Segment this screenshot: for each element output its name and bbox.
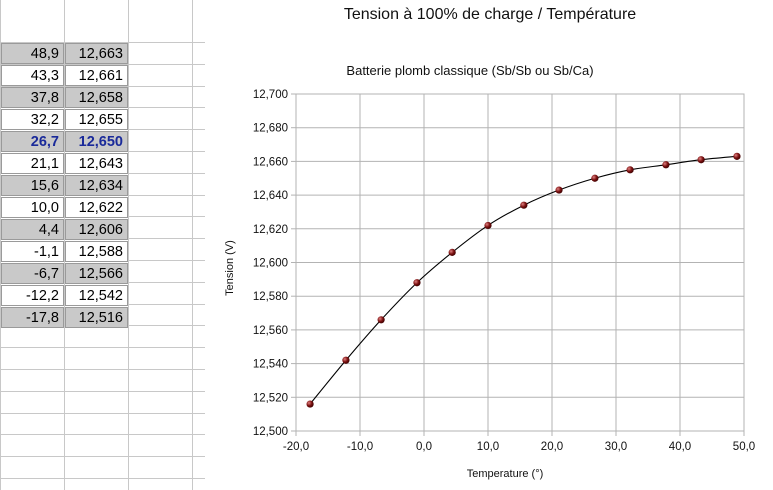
grid-row-line [0, 347, 205, 348]
chart-subtitle: Batterie plomb classique (Sb/Sb ou Sb/Ca… [346, 63, 594, 78]
y-tick-label: 12,560 [253, 325, 288, 337]
cell-temperature[interactable]: -6,7 [1, 263, 64, 284]
data-point [555, 186, 563, 194]
cell-tension[interactable]: 12,566 [65, 263, 128, 284]
x-tick-label: 10,0 [477, 441, 499, 453]
cell-temperature[interactable]: -12,2 [1, 285, 64, 306]
cell-temperature[interactable]: 10,0 [1, 197, 64, 218]
cell-temperature[interactable]: 37,8 [1, 87, 64, 108]
cell-tension[interactable]: 12,655 [65, 109, 128, 130]
cell-tension[interactable]: 12,516 [65, 307, 128, 328]
y-axis-label: Tension (V) [224, 240, 236, 296]
data-point [733, 152, 741, 160]
cell-temperature[interactable]: 32,2 [1, 109, 64, 130]
grid-row-line [0, 42, 205, 43]
cell-temperature[interactable]: -1,1 [1, 241, 64, 262]
grid-row-line [0, 478, 205, 479]
data-point [697, 156, 705, 164]
cell-temperature[interactable]: 4,4 [1, 219, 64, 240]
x-tick-label: -20,0 [283, 441, 309, 453]
x-tick-label: -10,0 [347, 441, 373, 453]
grid-row-line [0, 456, 205, 457]
cell-temperature[interactable]: -17,8 [1, 307, 64, 328]
grid-row-line [0, 369, 205, 370]
data-point [484, 221, 492, 230]
y-tick-label: 12,700 [253, 89, 288, 101]
cell-tension[interactable]: 12,661 [65, 65, 128, 86]
data-point [377, 316, 385, 324]
plot-frame [295, 93, 745, 432]
grid-row-line [0, 413, 205, 414]
x-tick-label: 20,0 [541, 441, 563, 453]
grid-row-line [0, 434, 205, 435]
cell-temperature[interactable]: 26,7 [1, 131, 64, 152]
x-tick-label: 50,0 [733, 441, 755, 453]
cell-temperature[interactable]: 43,3 [1, 65, 64, 86]
chart-title: Tension à 100% de charge / Température [343, 6, 637, 23]
series-line [309, 155, 738, 405]
cell-tension[interactable]: 12,606 [65, 219, 128, 240]
cell-tension[interactable]: 12,542 [65, 285, 128, 306]
grid-column-line [192, 0, 193, 490]
cell-temperature[interactable]: 21,1 [1, 153, 64, 174]
cell-tension[interactable]: 12,634 [65, 175, 128, 196]
cell-temperature[interactable]: 48,9 [1, 43, 64, 64]
cell-tension[interactable]: 12,588 [65, 241, 128, 262]
y-tick-label: 12,620 [253, 224, 288, 236]
grid-column-line [0, 0, 1, 490]
y-tick-label: 12,520 [253, 392, 288, 404]
cell-tension[interactable]: 12,658 [65, 87, 128, 108]
grid-column-line [128, 0, 129, 490]
y-tick-label: 12,640 [253, 190, 288, 202]
data-point [413, 279, 421, 287]
cell-temperature[interactable]: 15,6 [1, 175, 64, 196]
x-tick-label: 0,0 [416, 441, 432, 453]
grid-row-line [0, 64, 205, 65]
cell-tension[interactable]: 12,663 [65, 43, 128, 64]
data-point [626, 166, 634, 174]
data-point [306, 400, 314, 408]
cell-tension[interactable]: 12,650 [65, 131, 128, 152]
x-tick-label: 40,0 [669, 441, 691, 453]
y-tick-label: 12,600 [253, 258, 288, 270]
cell-tension[interactable]: 12,643 [65, 153, 128, 174]
y-tick-label: 12,580 [253, 291, 288, 303]
data-point [448, 248, 456, 256]
x-tick-label: 30,0 [605, 441, 627, 453]
data-point [520, 201, 528, 209]
data-point [662, 161, 670, 169]
x-axis-label: Temperature (°) [466, 468, 544, 480]
y-tick-label: 12,500 [253, 426, 288, 438]
data-point [342, 356, 350, 364]
y-tick-label: 12,680 [253, 123, 288, 135]
grid-row-line [0, 86, 205, 87]
grid-column-line [64, 0, 65, 490]
grid-row-line [0, 391, 205, 392]
cell-tension[interactable]: 12,622 [65, 197, 128, 218]
y-tick-label: 12,660 [253, 156, 288, 168]
y-tick-label: 12,540 [253, 359, 288, 371]
data-point [591, 174, 599, 182]
